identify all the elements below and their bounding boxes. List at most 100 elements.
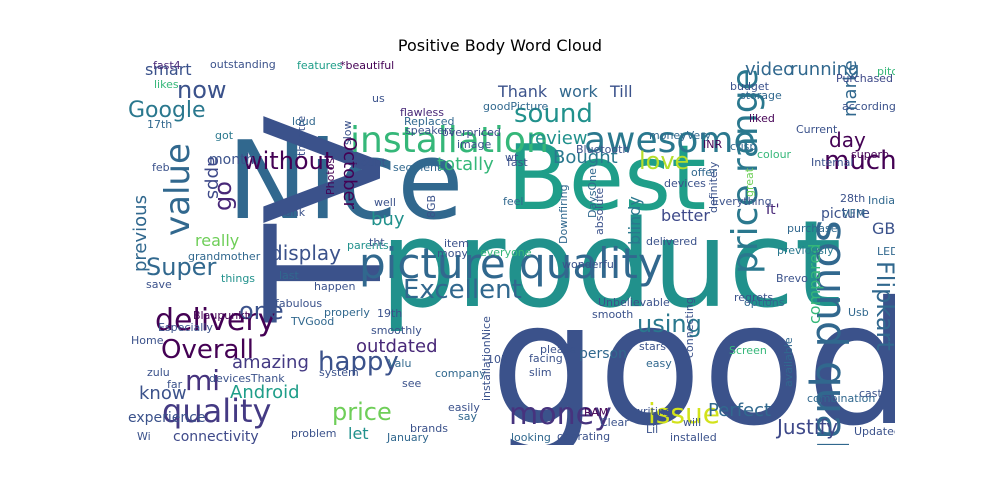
word-super: Super (146, 253, 216, 281)
word-brevo: Brevo (776, 272, 808, 285)
word-superb: superb (851, 148, 889, 161)
word-tvgood: TVGood (290, 315, 334, 328)
word-apps: apps (203, 156, 224, 199)
word-happen: happen (314, 280, 355, 293)
word-screen: Screen (729, 344, 767, 357)
word-display: display (270, 241, 341, 265)
word-blaupunkt: Blaupunkt (193, 309, 250, 322)
word-day: day (829, 128, 866, 152)
word-justify: Justify (775, 415, 838, 439)
word-zulu: zulu (147, 366, 170, 379)
word-tv: TV (231, 115, 418, 323)
word-really: really (195, 231, 239, 250)
word-doubt: doubt (354, 156, 387, 169)
word-10k: 10k (487, 353, 508, 366)
word-one: one (239, 297, 284, 325)
word-properly: properly (324, 306, 370, 319)
word-connectivity: connectivity (173, 429, 259, 445)
word-much: much (824, 146, 895, 176)
word-theatre: theatre (295, 116, 308, 156)
word-home: Home (131, 334, 164, 347)
word-replaced: Replaced (404, 115, 455, 128)
word-android: Android (230, 382, 300, 403)
word-installationnice: installationNice (480, 316, 493, 401)
word-review: review (528, 128, 588, 149)
word-photos: Photos (324, 158, 337, 195)
word-liked: liked (749, 112, 775, 125)
word-issue: issue (648, 397, 720, 430)
word-available: available (782, 337, 795, 387)
word-buy: buy (371, 209, 405, 230)
word-january: January (386, 431, 429, 444)
word-video: video (745, 60, 794, 80)
word-love: love (639, 147, 689, 175)
word-previous: previous (130, 195, 151, 272)
word-let: let (348, 424, 369, 443)
word-according: according (842, 100, 895, 113)
word-google: Google (128, 98, 206, 123)
word-ram: RAM (584, 406, 608, 419)
word-downfiring: Downfiring (557, 184, 570, 244)
word-28th: 28th (840, 192, 865, 205)
word-price-range: price range (725, 68, 766, 274)
word-money: money (509, 397, 612, 432)
word-product: product (380, 196, 842, 335)
word-us: us (372, 92, 385, 105)
word-pitcher: pitcher (877, 65, 895, 78)
word-compared: compared (805, 244, 824, 324)
word-running: running (790, 60, 859, 80)
word-connecting: connecting (683, 297, 696, 358)
word-company: company (435, 367, 486, 380)
word-feb: feb (152, 161, 170, 174)
word-will: will (683, 416, 701, 429)
word-offer: offer (691, 166, 717, 179)
word-thank: Thank (497, 82, 548, 101)
word-operating: operating (557, 430, 610, 443)
word-slim: slim (529, 366, 552, 379)
word-october: October (339, 137, 360, 210)
word-goodpicture: goodPicture (483, 100, 548, 113)
word-value: value (158, 143, 198, 236)
word-go: go (209, 181, 237, 211)
word-got: got (215, 129, 234, 142)
word-fast4: fast4 (153, 60, 181, 72)
word-flipkart: Flipkart (871, 261, 895, 351)
word-led: LED (877, 245, 895, 258)
word-17th: 17th (147, 118, 172, 131)
word-daysone: DaysOne (586, 168, 599, 218)
word-bluetooth: Bluetooth (576, 143, 629, 156)
word-happy: happy (318, 347, 399, 377)
word-current: Current (796, 123, 838, 136)
word-stars: stars (639, 340, 666, 353)
word-smart: smart (145, 60, 192, 79)
word-speakers: speakers (405, 124, 454, 137)
word-price: price (332, 398, 392, 426)
word-installation: installation (350, 120, 549, 161)
word-outstanding: outstanding (210, 60, 276, 71)
word-smoothly: smoothly (371, 324, 422, 337)
word-everything: Everything (712, 195, 772, 208)
word-colour: colour (757, 148, 792, 161)
word-delivery: delivery (155, 303, 275, 338)
word-unbelievable: Unbelievable (598, 296, 670, 309)
word-previously: previously (777, 244, 834, 257)
word-far: far (167, 378, 183, 391)
word-mi: mi (185, 364, 220, 397)
word-item: item (444, 237, 469, 250)
word-work: work (559, 82, 598, 101)
word-problem: problem (291, 427, 337, 440)
word-best: Best (507, 126, 706, 231)
word-inr: INR (703, 138, 722, 151)
word-sound: sound (514, 99, 593, 129)
word-wi: Wi (137, 430, 151, 443)
word-without: without (243, 147, 333, 175)
word-know: know (139, 383, 187, 404)
word-delivered: delivered (646, 235, 697, 248)
word-purchase: purchase (787, 222, 838, 235)
word-especially: Especially (158, 321, 213, 334)
word-well: well (374, 196, 396, 209)
word-cloud: good product Nice TV Best picture quality soun… (125, 60, 895, 445)
word-19th: 19th (377, 307, 402, 320)
word-bought: Bought (553, 147, 618, 168)
